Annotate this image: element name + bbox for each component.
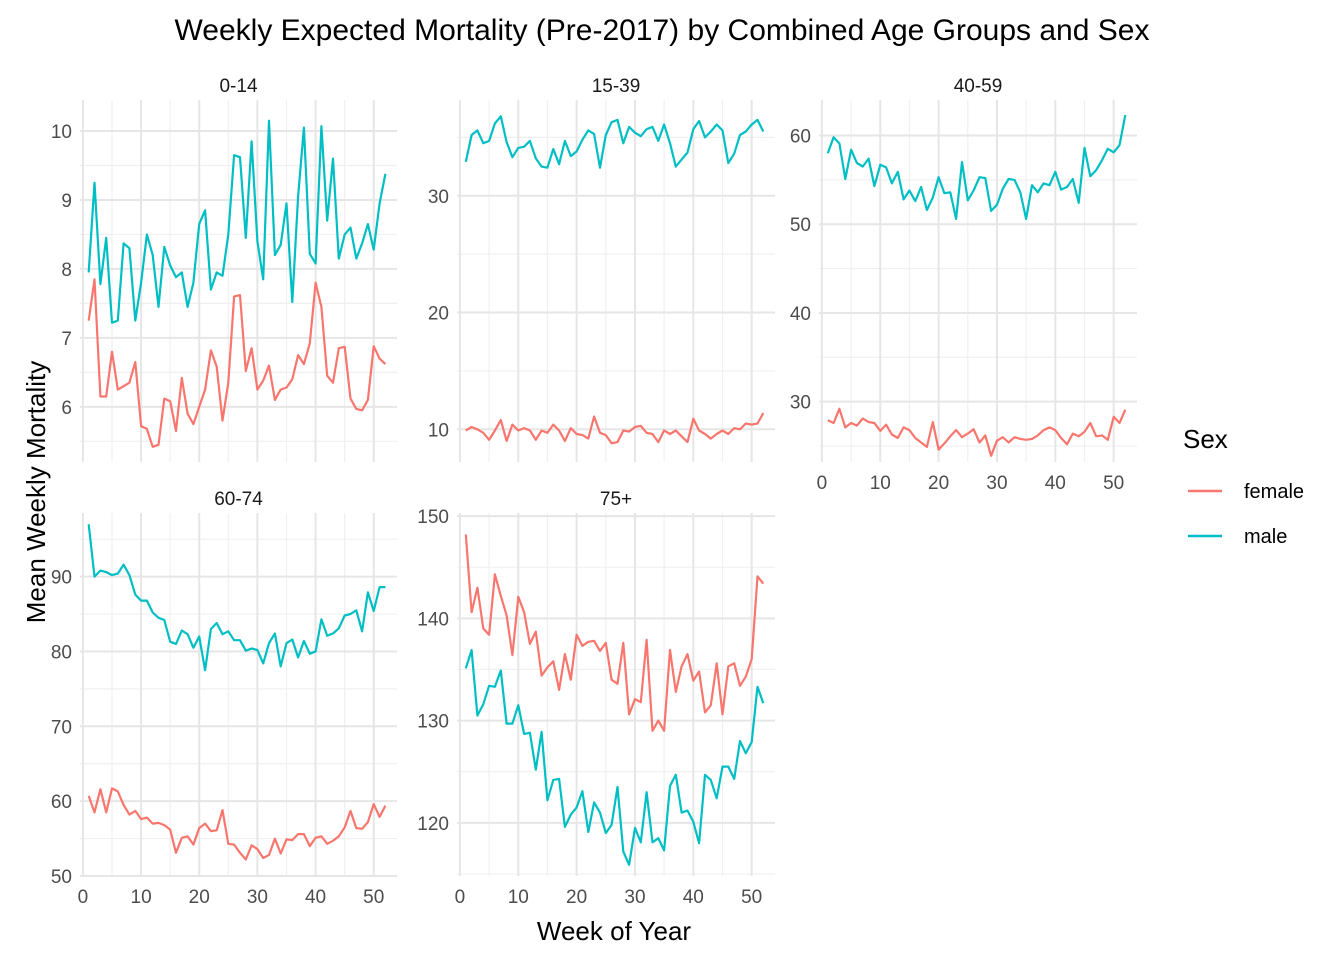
series-line-male: [826, 114, 1127, 220]
y-tick-label: 30: [790, 393, 811, 414]
series-line-female: [827, 407, 1127, 457]
y-tick-label: 140: [417, 609, 449, 630]
series-line-female: [465, 412, 765, 445]
series-line-female: [87, 278, 387, 448]
legend-item-female: female: [1188, 481, 1304, 503]
y-tick-label: 6: [61, 398, 72, 419]
panel-strip-label: 60-74: [214, 489, 263, 510]
x-tick-label: 20: [928, 473, 949, 494]
panel-0-14: 6 7 8 9 10 0-14: [51, 76, 397, 462]
y-tick-label: 80: [51, 642, 72, 663]
x-tick-label: 10: [131, 887, 152, 908]
x-tick-label: 50: [363, 887, 384, 908]
series-line-male: [87, 524, 386, 672]
y-tick-label: 50: [790, 215, 811, 236]
series-line-male: [464, 648, 765, 866]
y-tick-label: 10: [428, 420, 449, 441]
x-tick-label: 50: [1103, 473, 1124, 494]
x-tick-label: 20: [566, 887, 587, 908]
gridlines: [80, 513, 397, 877]
y-tick-label: 9: [61, 191, 72, 212]
x-tick-label: 30: [247, 887, 268, 908]
y-tick-label: 50: [51, 867, 72, 888]
panel-strip-label: 75+: [600, 489, 632, 510]
y-tick-label: 8: [61, 260, 72, 281]
y-tick-label: 150: [417, 507, 449, 528]
y-tick-label: 60: [790, 126, 811, 147]
y-tick-label: 20: [428, 304, 449, 325]
x-tick-label: 0: [78, 887, 89, 908]
series-line-female: [464, 534, 765, 732]
chart-title: Weekly Expected Mortality (Pre-2017) by …: [175, 14, 1150, 47]
y-tick-label: 40: [790, 304, 811, 325]
gridlines: [819, 100, 1137, 462]
x-tick-label: 10: [870, 473, 891, 494]
legend-item-male: male: [1188, 526, 1287, 548]
y-tick-label: 60: [51, 792, 72, 813]
x-axis-title: Week of Year: [537, 916, 692, 946]
x-tick-label: 30: [624, 887, 645, 908]
y-tick-label: 30: [428, 187, 449, 208]
gridlines: [457, 513, 775, 876]
y-tick-label: 10: [51, 122, 72, 143]
y-tick-label: 90: [51, 568, 72, 589]
y-tick-label: 70: [51, 717, 72, 738]
y-tick-label: 130: [417, 712, 449, 733]
x-tick-label: 40: [683, 887, 704, 908]
gridlines: [80, 100, 397, 462]
x-tick-label: 40: [1045, 473, 1066, 494]
series-line-female: [87, 787, 387, 861]
x-tick-label: 30: [986, 473, 1007, 494]
panel-60-74: 50 60 70 80 90 0 10 20 30 40 50 60-74: [51, 489, 397, 908]
y-tick-label: 7: [61, 329, 72, 350]
panel-strip-label: 40-59: [954, 76, 1003, 97]
y-axis-title: Mean Weekly Mortality: [21, 361, 51, 624]
x-tick-label: 20: [189, 887, 210, 908]
legend-label-female: female: [1244, 481, 1304, 503]
y-tick-label: 120: [417, 814, 449, 835]
panel-40-59: 30 40 50 60 0 10 20 30 40 50 40-59: [790, 76, 1137, 494]
legend: Sex female male: [1183, 424, 1304, 548]
panel-75plus: 120 130 140 150 0 10 20 30 40 50 75+: [417, 489, 775, 908]
x-tick-label: 0: [817, 473, 828, 494]
panel-15-39: 10 20 30 15-39: [428, 76, 775, 462]
panel-strip-label: 15-39: [592, 76, 641, 97]
legend-label-male: male: [1244, 526, 1287, 548]
x-tick-label: 10: [508, 887, 529, 908]
x-tick-label: 40: [305, 887, 326, 908]
legend-title: Sex: [1183, 424, 1228, 454]
series-line-male: [464, 115, 765, 169]
x-tick-label: 0: [455, 887, 466, 908]
series-line-male: [87, 119, 387, 324]
panel-strip-label: 0-14: [219, 76, 257, 97]
x-tick-label: 50: [741, 887, 762, 908]
